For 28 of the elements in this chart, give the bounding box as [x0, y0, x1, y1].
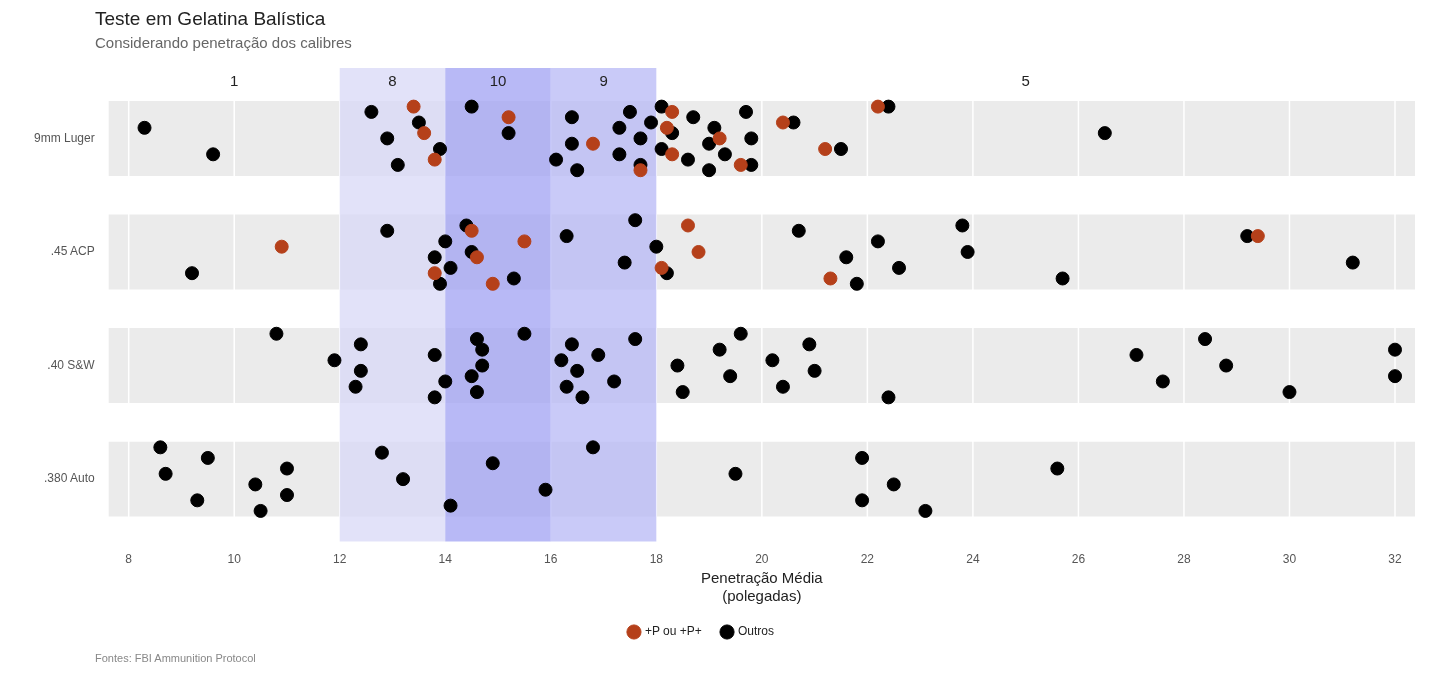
y-tick-label: .40 S&W [47, 357, 96, 372]
band-label: 8 [388, 72, 397, 90]
x-tick-label: 26 [1071, 552, 1086, 567]
x-tick-label: 28 [1177, 552, 1191, 567]
x-tick-label: 14 [438, 552, 453, 567]
x-tick-label: 22 [860, 552, 875, 567]
band-label: 9 [599, 72, 608, 90]
band-label: 10 [489, 72, 507, 90]
y-tick-label: .45 ACP [50, 244, 95, 259]
annotation: 1 [230, 72, 239, 90]
x-tick-label: 20 [755, 552, 769, 567]
chart-title: Teste em Gelatina Balística [95, 8, 327, 30]
legend-label: +P ou +P+ [644, 624, 702, 639]
x-tick-label: 24 [966, 552, 980, 567]
y-tick-label: .380 Auto [43, 471, 96, 486]
legend-label: Outros [738, 624, 775, 639]
x-tick-label: 16 [544, 552, 558, 567]
text: Fontes: FBI Ammunition Protocol [95, 652, 256, 664]
chart-subtitle: Considerando penetração dos calibres [95, 34, 352, 51]
x-tick-label: 32 [1388, 552, 1402, 567]
x-tick-label: 12 [333, 552, 347, 567]
x-axis-title: Penetração Média (polegadas) [700, 569, 824, 605]
y-tick-label: 9mm Luger [33, 130, 95, 145]
annotation: 5 [1021, 72, 1030, 90]
x-tick-label: 30 [1282, 552, 1297, 567]
x-tick-label: 18 [649, 552, 664, 567]
x-tick-label: 10 [227, 552, 242, 567]
x-tick-label: 8 [125, 552, 133, 567]
